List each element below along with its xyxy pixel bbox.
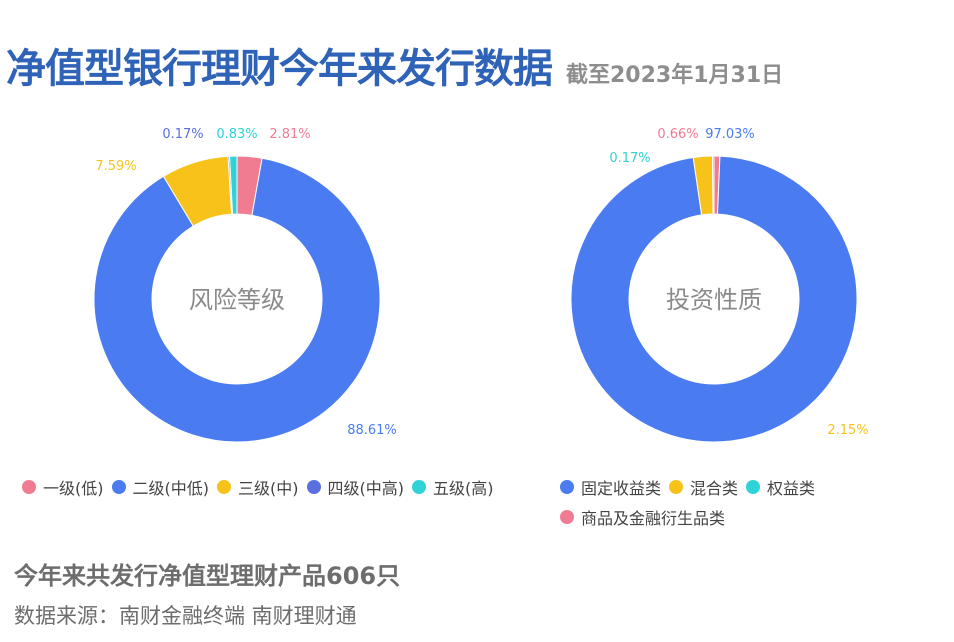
source-text: 数据来源：南财金融终端 南财理财通 [14,604,357,628]
value-label: 2.15% [827,423,868,438]
legend-risk-level: 一级(低) 二级(中低) 三级(中) 四级(中高) 五级(高) [22,472,502,502]
legend-item: 固定收益类 [560,472,661,502]
donut-charts: 风险等级 2.81% 88.61% 7.59% 0.17% 0.83% 投资性质 97.03%… [93,127,869,443]
date-subtitle: 截至2023年1月31日 [566,63,784,88]
slice-五级(高) [229,155,238,215]
legend-label: 商品及金融衍生品类 [581,509,726,528]
legend-swatch [306,480,321,494]
legend-swatch [669,480,684,494]
legend-swatch [746,480,761,494]
legend-swatch [412,480,426,494]
legend-label: 三级(中) [238,479,299,498]
legend-item: 二级(中低) [111,472,210,502]
value-label: 97.03% [705,127,755,142]
value-label: 2.81% [269,127,310,142]
donut-center-label: 投资性质 [666,286,762,314]
legend-swatch [22,480,36,494]
donut-center-label: 风险等级 [189,286,285,314]
legend-item: 商品及金融衍生品类 [560,502,882,532]
value-label: 0.17% [162,127,203,142]
value-label: 88.61% [347,423,397,438]
legend-label: 混合类 [690,479,739,498]
slice-二级(中低) [93,157,381,443]
summary-text: 今年来共发行净值型理财产品606只 [14,562,401,590]
legend-investment-type: 固定收益类 混合类 权益类商品及金融衍生品类 [560,472,890,532]
value-label: 0.83% [216,127,257,142]
legend-label: 二级(中低) [132,479,210,498]
legend-item: 五级(高) [412,472,494,502]
slice-固定收益类 [570,155,858,443]
legend-label: 固定收益类 [581,479,662,498]
legend-item: 权益类 [746,472,815,502]
legend-item: 三级(中) [217,472,299,502]
page-title: 净值型银行理财今年来发行数据 [6,46,553,92]
legend-label: 五级(高) [433,479,494,498]
value-label: 0.17% [609,151,650,166]
legend-swatch [560,510,574,524]
slice-权益类 [711,155,715,215]
legend-item: 四级(中高) [306,472,405,502]
legend-label: 权益类 [767,479,816,498]
value-label: 7.59% [95,159,136,174]
legend-label: 一级(低) [43,479,104,498]
value-label: 0.66% [657,127,698,142]
title-row: 净值型银行理财今年来发行数据 截至2023年1月31日 [6,36,783,94]
legend-swatch [217,480,231,494]
legend-item: 混合类 [669,472,738,502]
legend-item: 一级(低) [22,472,104,502]
legend-swatch [111,480,126,494]
legend-label: 四级(中高) [327,479,405,498]
legend-swatch [560,480,574,494]
